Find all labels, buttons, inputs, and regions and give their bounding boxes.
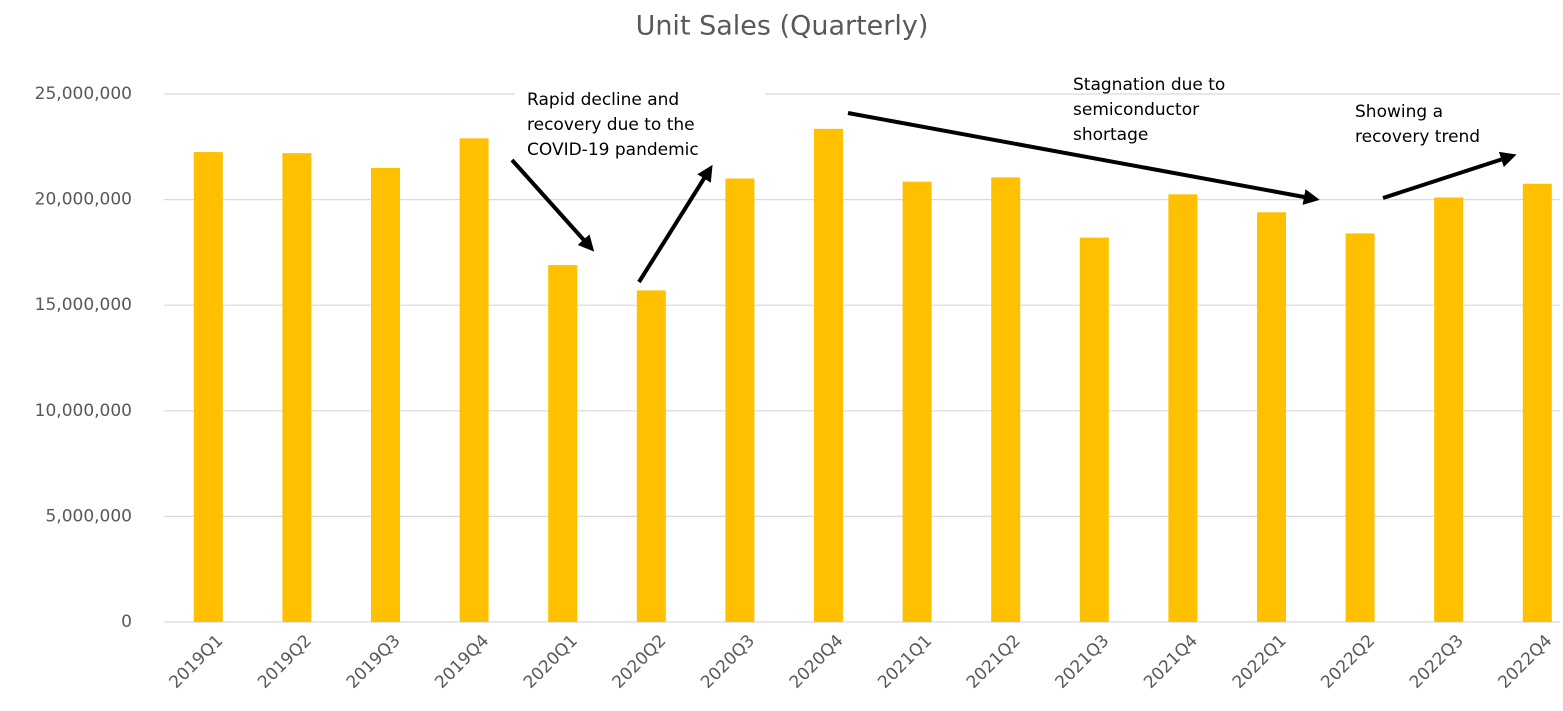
bar [193, 152, 223, 622]
x-tick-label: 2021Q3 [1052, 631, 1114, 693]
bar [991, 177, 1021, 622]
y-tick-label: 25,000,000 [35, 84, 132, 104]
bar [282, 153, 312, 623]
x-tick-label: 2022Q3 [1406, 631, 1468, 693]
bar [459, 138, 489, 623]
annotations: Rapid decline and recovery due to the COVI… [527, 75, 1480, 160]
bar [814, 128, 843, 622]
bar [1522, 183, 1552, 622]
x-tick-label: 2019Q3 [343, 631, 405, 693]
bar [1345, 233, 1375, 622]
y-tick-label: 0 [121, 612, 132, 632]
bar [636, 290, 666, 622]
arrow [847, 111, 1320, 205]
annotation-background [515, 85, 765, 175]
x-tick-label: 2022Q1 [1229, 631, 1291, 693]
x-tick-label: 2019Q1 [166, 631, 228, 693]
arrow [1382, 151, 1517, 200]
x-tick-label: 2019Q4 [431, 631, 493, 693]
x-tick-label: 2020Q3 [697, 631, 759, 693]
x-tick-label: 2021Q4 [1140, 631, 1202, 693]
grid: 0 5,000,000 10,000,000 15,000,000 20,000,000… [35, 84, 1560, 632]
bar [1168, 194, 1198, 622]
bar [371, 167, 400, 623]
x-tick-label: 2021Q1 [874, 631, 936, 693]
x-tick-label: 2020Q4 [786, 631, 848, 693]
chart-title: Unit Sales (Quarterly) [636, 11, 929, 42]
y-tick-label: 5,000,000 [45, 506, 132, 526]
annotation: semiconductor [1073, 100, 1199, 120]
x-tick-label: 2019Q2 [254, 631, 316, 693]
x-tick-label: 2022Q2 [1317, 631, 1379, 693]
bar [725, 178, 755, 623]
annotation: COVID-19 pandemic [527, 140, 699, 160]
annotation: recovery due to the [527, 115, 695, 135]
y-tick-label: 20,000,000 [35, 190, 132, 210]
annotation: Showing a [1355, 102, 1443, 122]
bar [1257, 212, 1286, 622]
annotation: recovery trend [1355, 127, 1480, 147]
annotation: shortage [1073, 125, 1148, 145]
bar [548, 265, 578, 622]
annotation: Rapid decline and [527, 90, 679, 110]
arrow [637, 164, 713, 284]
bar [1079, 237, 1109, 622]
bar [1434, 197, 1464, 622]
bar [902, 181, 932, 622]
y-tick-label: 15,000,000 [35, 295, 132, 315]
annotation: Stagnation due to [1073, 75, 1225, 95]
bars [193, 128, 1552, 623]
x-tick-label: 2021Q2 [963, 631, 1025, 693]
x-tick-label: 2020Q1 [520, 631, 582, 693]
arrow [510, 158, 595, 252]
x-tick-label: 2022Q4 [1495, 631, 1557, 693]
x-tick-label: 2020Q2 [609, 631, 671, 693]
y-tick-label: 10,000,000 [35, 401, 132, 421]
